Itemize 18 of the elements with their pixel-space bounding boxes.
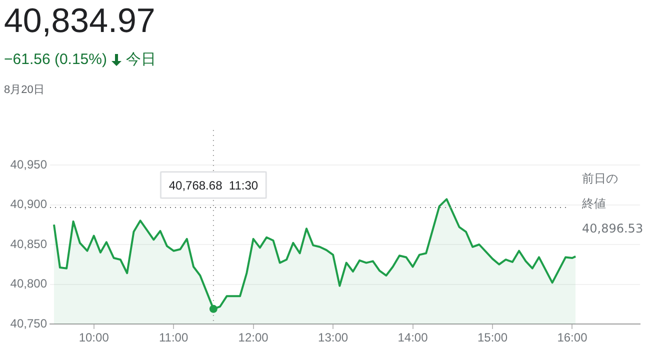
annotation: 40,768.68 11:30 — [168, 178, 258, 192]
y-tick-label: 40,850 — [10, 236, 48, 251]
y-tick-label: 40,800 — [10, 276, 48, 291]
x-tick-label: 16:00 — [557, 330, 588, 345]
x-tick-label: 15:00 — [477, 330, 508, 345]
x-tick-label: 11:00 — [159, 330, 188, 345]
y-tick-label: 40,750 — [10, 316, 48, 330]
x-tick-label: 12:00 — [238, 330, 269, 345]
ref-line-label: 前日の終値 40,896.53 — [581, 172, 644, 236]
chart-subtitle: −61.56 (0.15%) — [4, 51, 107, 68]
text: 今日 — [126, 50, 156, 69]
chart-title: 40,834.97 — [4, 2, 156, 41]
y-tick-label: 40,900 — [10, 197, 48, 212]
y-tick-label: 40,950 — [10, 157, 48, 172]
x-tick-label: 14:00 — [398, 330, 428, 345]
x-tick-label: 13:00 — [318, 330, 348, 345]
x-tick-label: 10:00 — [78, 330, 110, 345]
text: 8月20日 — [4, 83, 44, 97]
